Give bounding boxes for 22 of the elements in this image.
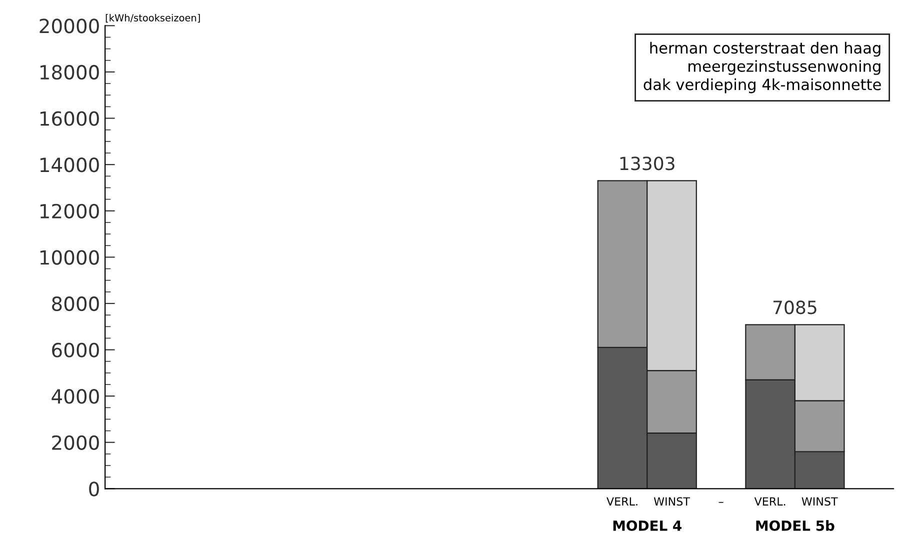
- x-tick-label: VERL.: [754, 497, 786, 506]
- text: MODEL 5b: [756, 520, 834, 531]
- total-label: 7085: [773, 300, 816, 314]
- x-tick-label: WINST: [802, 497, 838, 506]
- y-tick-label: 20000: [40, 18, 99, 34]
- total-label: 13303: [620, 156, 674, 170]
- x-tick-label: VERL.: [606, 497, 638, 506]
- y-tick-label: 18000: [40, 64, 99, 80]
- y-axis-title: [kWh/stookseizoen]: [106, 14, 200, 23]
- text: MODEL 4: [613, 520, 682, 531]
- y-tick-label: 8000: [52, 296, 99, 312]
- y-tick-label: 12000: [40, 204, 99, 219]
- y-tick-label: 4000: [52, 389, 99, 404]
- y-tick-label: 14000: [40, 158, 99, 172]
- x-tick-label: WINST: [654, 497, 690, 506]
- y-tick-label: 2000: [52, 435, 99, 450]
- y-tick-label: 16000: [40, 111, 99, 126]
- y-tick-label: 0: [89, 482, 99, 496]
- text: herman costerstraat den haag meergezinstussenwoning dak verdieping 4k-maisonnette: [644, 42, 881, 94]
- x-tick-label: –: [718, 502, 724, 503]
- y-tick-label: 6000: [52, 342, 99, 358]
- y-tick-label: 10000: [40, 250, 99, 265]
